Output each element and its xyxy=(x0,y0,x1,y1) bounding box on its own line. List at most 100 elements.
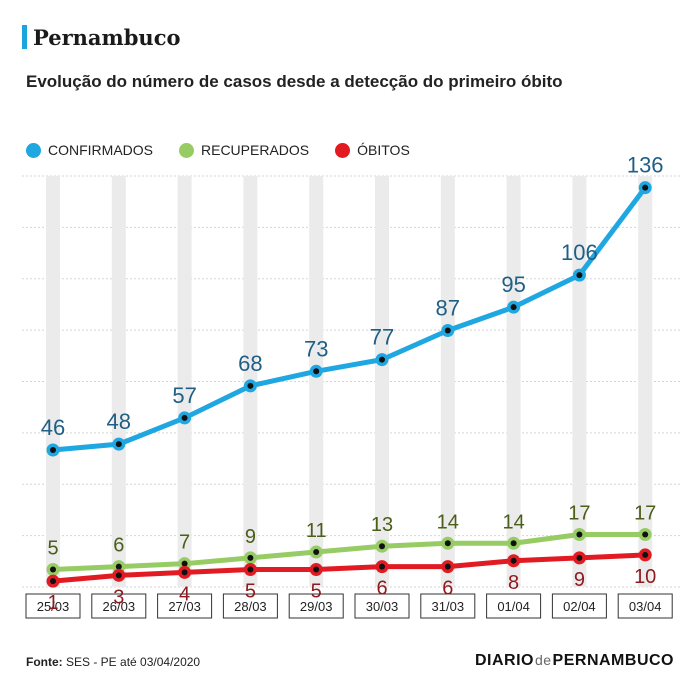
data-label-confirmados: 48 xyxy=(107,409,131,434)
data-label-obitos: 1 xyxy=(47,592,58,614)
x-tick-box xyxy=(617,593,673,619)
category-column xyxy=(111,176,126,587)
category-column xyxy=(375,176,389,587)
data-label-confirmados: 68 xyxy=(238,351,262,376)
data-point-center xyxy=(247,554,254,561)
data-point-center xyxy=(313,549,320,556)
data-point-center xyxy=(642,531,649,538)
x-tick-label: 01/04 xyxy=(497,599,530,614)
x-tick-box xyxy=(486,593,542,619)
category-column xyxy=(440,176,455,587)
x-tick-box xyxy=(25,593,81,619)
data-point-center xyxy=(444,540,451,547)
logo-word-diario: DIARIO xyxy=(474,652,534,669)
data-label-recuperados: 14 xyxy=(437,511,459,533)
data-label-confirmados: 57 xyxy=(172,383,196,408)
legend-dot-obitos xyxy=(335,142,351,158)
data-label-recuperados: 5 xyxy=(47,538,58,560)
data-point-center xyxy=(115,441,122,448)
legend-label-recuperados: RECUPERADOS xyxy=(201,142,310,158)
data-label-obitos: 3 xyxy=(113,586,124,608)
data-label-confirmados: 136 xyxy=(627,153,664,178)
legend-dot-recuperados xyxy=(179,142,194,158)
data-point-center xyxy=(50,447,56,453)
data-point-center xyxy=(247,566,254,573)
data-point-center xyxy=(576,531,583,538)
x-tick-label: 30/03 xyxy=(366,599,399,614)
data-label-confirmados: 87 xyxy=(436,295,460,320)
category-column xyxy=(46,176,60,587)
series-line-recuperados xyxy=(50,532,648,573)
category-column xyxy=(638,176,653,587)
data-label-confirmados: 73 xyxy=(304,336,328,361)
legend-item-confirmados: CONFIRMADOS xyxy=(26,142,153,158)
data-label-obitos: 6 xyxy=(376,578,387,600)
x-tick-label: 31/03 xyxy=(432,599,465,614)
x-tick-label: 02/04 xyxy=(563,599,596,614)
x-tick-box xyxy=(354,593,410,619)
data-point-center xyxy=(379,563,385,570)
legend-dot-confirmados xyxy=(26,142,41,158)
series-line-confirmados xyxy=(50,185,648,453)
data-point-center xyxy=(444,327,451,334)
source-note: Fonte: SES - PE até 03/04/2020 xyxy=(26,655,200,669)
data-point-center xyxy=(50,578,56,585)
data-point-center xyxy=(181,414,188,421)
data-point-center xyxy=(379,543,385,550)
category-column xyxy=(309,176,324,587)
data-label-recuperados: 6 xyxy=(113,535,124,557)
x-tick-box xyxy=(551,593,607,619)
category-column xyxy=(506,176,521,587)
data-point-center xyxy=(444,563,451,570)
brand-accent-bar xyxy=(22,25,27,49)
data-point-center xyxy=(50,566,56,573)
x-tick-label: 29/03 xyxy=(300,599,333,614)
x-tick-label: 27/03 xyxy=(168,599,201,614)
x-tick-label: 25/03 xyxy=(37,599,70,614)
category-column xyxy=(177,176,192,587)
x-tick-label: 28/03 xyxy=(234,599,267,614)
data-label-recuperados: 7 xyxy=(179,532,190,554)
source-text: SES - PE até 03/04/2020 xyxy=(66,655,201,669)
source-label: Fonte: xyxy=(26,655,63,669)
data-point-center xyxy=(510,557,517,564)
data-label-obitos: 9 xyxy=(574,569,585,591)
data-label-confirmados: 77 xyxy=(370,325,394,350)
x-tick-label: 26/03 xyxy=(103,599,136,614)
category-column xyxy=(572,176,587,587)
data-label-recuperados: 17 xyxy=(634,503,656,525)
publisher-logo: DIARIO de PERNAMBUCO xyxy=(475,652,674,670)
legend-item-obitos: ÓBITOS xyxy=(335,142,410,158)
data-point-center xyxy=(115,572,122,579)
data-point-center xyxy=(181,560,188,567)
data-label-recuperados: 14 xyxy=(502,511,524,533)
data-label-obitos: 6 xyxy=(442,578,453,600)
data-label-confirmados: 106 xyxy=(561,240,598,265)
data-point-center xyxy=(576,554,583,561)
data-label-obitos: 10 xyxy=(634,566,656,588)
legend-label-confirmados: CONFIRMADOS xyxy=(48,142,153,158)
brand: Pernambuco xyxy=(22,24,181,50)
data-label-obitos: 5 xyxy=(311,581,322,603)
data-label-recuperados: 17 xyxy=(568,503,590,525)
data-point-center xyxy=(642,184,649,191)
data-label-obitos: 5 xyxy=(245,581,256,603)
logo-word-de: de xyxy=(534,652,552,668)
series-line-obitos xyxy=(50,552,648,584)
x-tick-box xyxy=(222,593,278,619)
legend-item-recuperados: RECUPERADOS xyxy=(179,142,309,158)
legend: CONFIRMADOS RECUPERADOS ÓBITOS xyxy=(26,142,436,158)
brand-title: Pernambuco xyxy=(33,24,181,50)
data-point-center xyxy=(379,356,385,363)
data-point-center xyxy=(115,563,122,570)
data-label-obitos: 8 xyxy=(508,572,519,594)
data-point-center xyxy=(313,566,320,573)
legend-label-obitos: ÓBITOS xyxy=(357,142,410,158)
data-point-center xyxy=(576,272,583,279)
x-tick-label: 03/04 xyxy=(629,599,662,614)
data-point-center xyxy=(510,304,517,311)
data-point-center xyxy=(313,368,320,375)
x-tick-box xyxy=(420,593,476,619)
data-label-recuperados: 9 xyxy=(245,526,256,548)
